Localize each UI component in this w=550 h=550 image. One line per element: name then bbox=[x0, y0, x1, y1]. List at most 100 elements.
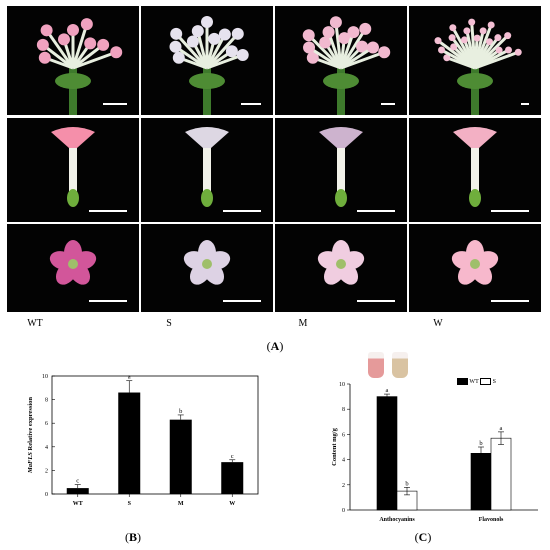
x-tick-label: M bbox=[178, 501, 184, 507]
flower-corolla bbox=[191, 25, 204, 38]
flower-face bbox=[183, 240, 231, 285]
flower-tube bbox=[206, 53, 244, 70]
calyx-cluster bbox=[323, 73, 359, 89]
y-tick-label: 4 bbox=[342, 458, 345, 464]
flower-illustration bbox=[319, 127, 363, 207]
x-tick-label: W bbox=[229, 501, 235, 507]
bar-s-flavonols bbox=[490, 437, 512, 511]
panel-label-a: (A) bbox=[266, 339, 284, 353]
flower-illustration bbox=[36, 18, 123, 115]
flower-tube bbox=[196, 30, 209, 69]
flower-tube bbox=[72, 50, 117, 70]
flower-corolla bbox=[460, 36, 468, 44]
flower-corolla bbox=[225, 45, 238, 58]
photo-inflorescence-s bbox=[141, 6, 273, 115]
photo-flower-face-s bbox=[141, 224, 273, 312]
scale-bar bbox=[491, 300, 529, 302]
y-tick-label: 2 bbox=[45, 468, 48, 474]
flower-corolla bbox=[504, 46, 512, 54]
genotype-label-s: S bbox=[166, 318, 172, 329]
plot-frame bbox=[51, 375, 259, 495]
photo-flower-face-w bbox=[409, 224, 541, 312]
y-axis-label: Content mg/g bbox=[331, 427, 338, 465]
y-tick-label: 8 bbox=[342, 407, 345, 413]
flower-corolla bbox=[201, 16, 213, 28]
flower-tube bbox=[471, 148, 479, 194]
flower-illustration bbox=[183, 240, 231, 285]
scale-bar bbox=[521, 103, 529, 105]
flower-illustration bbox=[317, 240, 365, 285]
flower-corolla bbox=[338, 32, 351, 45]
flower-corolla bbox=[473, 34, 481, 42]
stem bbox=[203, 66, 211, 115]
significance-letter: a bbox=[500, 425, 503, 432]
flower-corolla bbox=[97, 38, 110, 51]
chart-c-legend: WT S bbox=[457, 378, 496, 385]
flower-corolla bbox=[57, 33, 70, 46]
flower-tube bbox=[174, 45, 208, 70]
flower-face bbox=[49, 240, 97, 285]
flower-tube bbox=[175, 32, 209, 70]
significance-letter: b bbox=[405, 480, 408, 487]
flower-corolla bbox=[504, 32, 512, 40]
flower-corolla bbox=[450, 43, 458, 51]
y-tick-label: 2 bbox=[342, 483, 345, 489]
flower-corolla bbox=[306, 51, 319, 64]
flower-illustration bbox=[302, 16, 391, 115]
flower-limb bbox=[51, 127, 95, 148]
flower-limb bbox=[185, 127, 229, 148]
flower-corolla bbox=[443, 54, 451, 62]
flower-corolla bbox=[322, 26, 335, 39]
genotype-label-m: M bbox=[298, 318, 308, 329]
flower-corolla bbox=[514, 48, 522, 56]
flower-limb bbox=[319, 127, 363, 148]
flower-corolla bbox=[170, 27, 183, 40]
scale-bar bbox=[357, 210, 395, 212]
expression-bar-chart: 0 2 4 6 8 10 MaFLS Relative expression c WT a Sb Mc… bbox=[27, 374, 259, 507]
photo-flower-face-wt bbox=[7, 224, 139, 312]
scale-bar bbox=[241, 103, 261, 105]
flower-corolla bbox=[231, 27, 244, 40]
flower-tube bbox=[69, 148, 77, 194]
significance-letter: b bbox=[179, 408, 182, 415]
flower-corolla bbox=[378, 46, 391, 59]
bar-wt bbox=[66, 488, 89, 494]
flower-corolla bbox=[463, 27, 471, 35]
anthocyanin-extract-tube bbox=[392, 352, 408, 378]
y-tick-label: 10 bbox=[339, 382, 345, 388]
flower-corolla bbox=[495, 46, 503, 54]
flower-corolla bbox=[80, 18, 93, 31]
flower-corolla bbox=[40, 24, 53, 37]
calyx-cluster bbox=[457, 73, 493, 89]
flower-illustration bbox=[453, 127, 497, 207]
scale-bar bbox=[89, 300, 127, 302]
scale-bar bbox=[357, 300, 395, 302]
calyx-cluster bbox=[189, 73, 225, 89]
photo-inflorescence-wt bbox=[7, 6, 139, 115]
calyx bbox=[201, 189, 213, 207]
photo-flower-face-m bbox=[275, 224, 407, 312]
y-tick-label: 10 bbox=[42, 374, 48, 380]
flower-corolla bbox=[356, 40, 369, 53]
flower-center bbox=[470, 259, 480, 269]
flower-corolla bbox=[110, 46, 123, 59]
flower-corolla bbox=[172, 51, 185, 64]
flower-corolla bbox=[84, 37, 97, 50]
photo-inflorescence-w bbox=[409, 6, 541, 115]
flower-tube bbox=[334, 22, 343, 69]
flower-corolla bbox=[329, 16, 342, 29]
flower-corolla bbox=[487, 21, 495, 29]
flower-corolla bbox=[208, 32, 221, 45]
bar-wt-anthocyanins bbox=[376, 396, 398, 511]
flower-corolla bbox=[169, 40, 182, 53]
flower-illustration bbox=[49, 240, 97, 285]
legend-swatch-s bbox=[480, 378, 492, 385]
flower-tube bbox=[307, 34, 343, 70]
flower-tube bbox=[337, 148, 345, 194]
bar-m bbox=[169, 419, 192, 494]
flower-corolla bbox=[347, 26, 360, 39]
flower-corolla bbox=[319, 36, 332, 49]
flower-tube bbox=[71, 23, 89, 69]
photo-flower-side-s bbox=[141, 118, 273, 222]
flower-face bbox=[317, 240, 365, 285]
